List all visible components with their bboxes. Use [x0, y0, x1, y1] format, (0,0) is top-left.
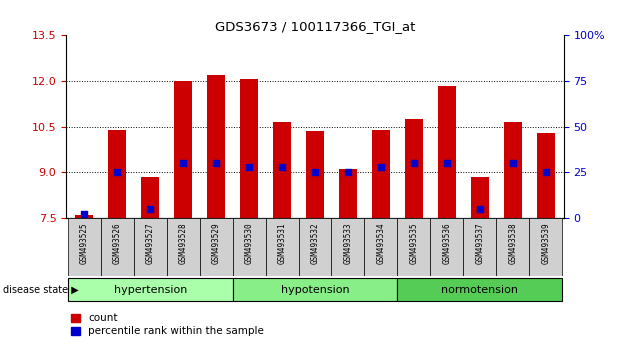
Bar	[430, 218, 463, 276]
Text: GSM493526: GSM493526	[113, 222, 122, 264]
Legend: count, percentile rank within the sample: count, percentile rank within the sample	[71, 313, 264, 336]
Point	[277, 164, 287, 170]
Text: GSM493525: GSM493525	[80, 222, 89, 264]
Bar	[266, 218, 299, 276]
Text: GSM493528: GSM493528	[179, 222, 188, 264]
Bar	[405, 119, 423, 218]
Bar	[141, 177, 159, 218]
Bar	[398, 279, 562, 301]
Bar	[207, 75, 225, 218]
Text: GSM493530: GSM493530	[244, 222, 254, 264]
Point	[145, 206, 155, 211]
Bar	[200, 218, 232, 276]
Bar	[471, 177, 489, 218]
Point	[508, 160, 518, 166]
Point	[211, 160, 221, 166]
Text: GSM493538: GSM493538	[508, 222, 517, 264]
Point	[79, 211, 89, 217]
Point	[442, 160, 452, 166]
Bar	[68, 279, 232, 301]
Bar	[537, 133, 555, 218]
Text: GSM493533: GSM493533	[343, 222, 352, 264]
Bar	[134, 218, 167, 276]
Text: GSM493532: GSM493532	[311, 222, 319, 264]
Title: GDS3673 / 100117366_TGI_at: GDS3673 / 100117366_TGI_at	[215, 20, 415, 33]
Bar	[108, 130, 126, 218]
Point	[475, 206, 485, 211]
Bar	[299, 218, 331, 276]
Text: hypotension: hypotension	[281, 285, 349, 295]
Text: hypertension: hypertension	[113, 285, 187, 295]
Text: GSM493534: GSM493534	[376, 222, 386, 264]
Text: normotension: normotension	[441, 285, 518, 295]
Bar	[273, 122, 291, 218]
Bar	[174, 81, 192, 218]
Text: GSM493529: GSM493529	[212, 222, 220, 264]
Point	[541, 169, 551, 175]
Point	[376, 164, 386, 170]
Bar	[372, 130, 390, 218]
Bar	[438, 86, 456, 218]
Bar	[75, 215, 93, 218]
Bar	[529, 218, 562, 276]
Bar	[101, 218, 134, 276]
Bar	[232, 218, 266, 276]
Text: GSM493537: GSM493537	[475, 222, 484, 264]
Bar	[496, 218, 529, 276]
Text: GSM493527: GSM493527	[146, 222, 155, 264]
Bar	[232, 279, 398, 301]
Point	[244, 164, 254, 170]
Bar	[306, 131, 324, 218]
Text: disease state ▶: disease state ▶	[3, 285, 79, 295]
Text: GSM493531: GSM493531	[278, 222, 287, 264]
Bar	[240, 79, 258, 218]
Point	[310, 169, 320, 175]
Point	[343, 169, 353, 175]
Point	[178, 160, 188, 166]
Bar	[463, 218, 496, 276]
Bar	[364, 218, 398, 276]
Text: GSM493535: GSM493535	[410, 222, 418, 264]
Bar	[167, 218, 200, 276]
Point	[112, 169, 122, 175]
Text: GSM493536: GSM493536	[442, 222, 451, 264]
Bar	[504, 122, 522, 218]
Bar	[331, 218, 364, 276]
Bar	[68, 218, 101, 276]
Point	[409, 160, 419, 166]
Bar	[398, 218, 430, 276]
Bar	[339, 169, 357, 218]
Text: GSM493539: GSM493539	[541, 222, 550, 264]
